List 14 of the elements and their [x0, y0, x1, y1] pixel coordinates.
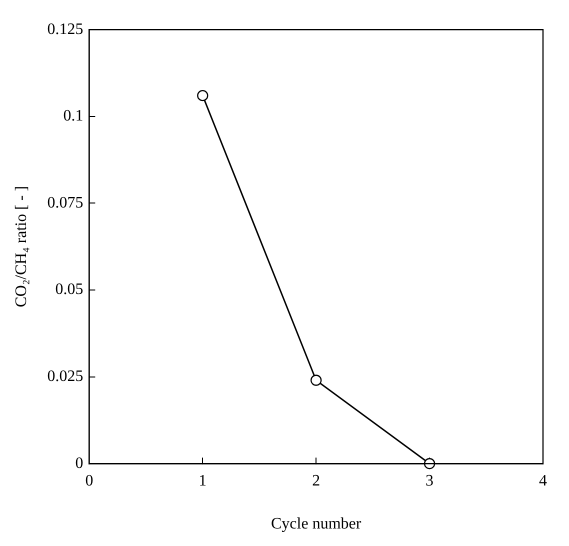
- x-tick-label: 2: [312, 472, 320, 490]
- y-tick-label: 0.1: [63, 108, 84, 125]
- x-tick-label: 4: [539, 472, 547, 490]
- y-axis-title: CO₂/CH₄ ratio [ - ]: [12, 186, 30, 308]
- x-axis-title: Cycle number: [271, 516, 362, 533]
- x-tick-label: 1: [198, 472, 207, 490]
- x-tick-label: 3: [426, 472, 434, 490]
- y-tick-label: 0.025: [47, 368, 84, 386]
- point: [310, 374, 322, 386]
- point: [197, 90, 208, 102]
- y-tick-label: 0.075: [47, 194, 84, 212]
- y-tick-label: 0.05: [55, 281, 84, 298]
- y-tick-label: 0.125: [47, 20, 84, 38]
- y-tick-label: 0: [75, 454, 84, 472]
